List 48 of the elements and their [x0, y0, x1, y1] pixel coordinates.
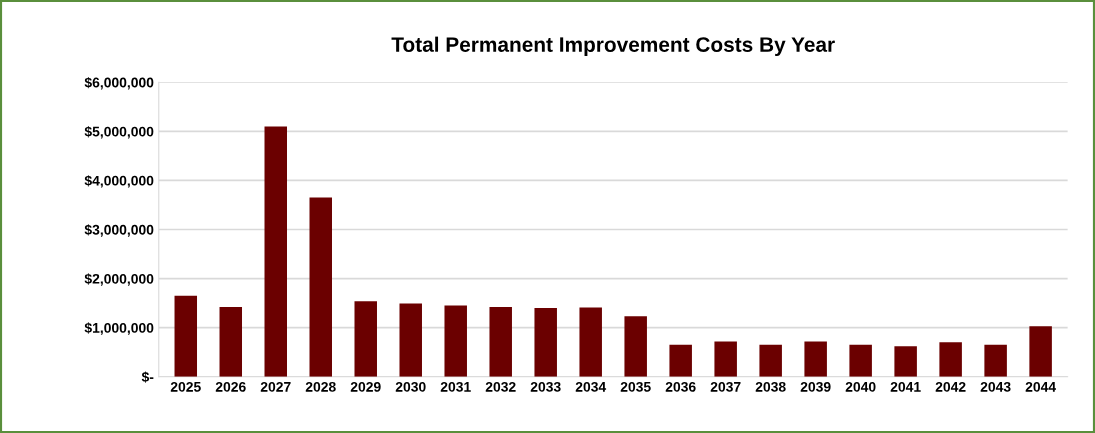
x-tick-label: 2042: [935, 381, 966, 392]
x-tick-label: 2030: [395, 381, 426, 392]
bar: [264, 126, 287, 377]
bar: [849, 344, 872, 377]
y-tick-label: $-: [141, 371, 154, 383]
bar: [939, 342, 962, 377]
x-tick-label: 2032: [485, 381, 516, 392]
bar: [759, 344, 782, 377]
chart-title: Total Permanent Improvement Costs By Year: [391, 36, 835, 57]
bar: [669, 344, 692, 377]
x-tick-label: 2034: [575, 381, 607, 392]
bar: [579, 307, 602, 377]
bar: [354, 301, 377, 377]
x-tick-label: 2038: [755, 381, 786, 392]
bar: [804, 341, 827, 377]
bar: [624, 316, 647, 377]
x-tick-label: 2029: [350, 381, 381, 392]
x-tick-label: 2043: [980, 381, 1011, 392]
x-tick-label: 2025: [170, 381, 201, 392]
x-tick-label: 2039: [800, 381, 831, 392]
bar: [894, 346, 917, 377]
bar: [489, 307, 512, 377]
x-tick-label: 2040: [845, 381, 876, 392]
x-tick-label: 2028: [305, 381, 336, 392]
y-tick-label: $2,000,000: [84, 273, 154, 286]
x-tick-label: 2031: [440, 381, 471, 392]
x-tick-label: 2041: [890, 381, 921, 392]
y-tick-label: $5,000,000: [84, 126, 154, 139]
bar: [534, 308, 557, 377]
bar: [399, 303, 422, 377]
bar: [1029, 326, 1052, 377]
y-tick-label: $3,000,000: [84, 224, 154, 237]
y-tick-label: $6,000,000: [84, 76, 154, 90]
bar: [984, 344, 1007, 377]
x-tick-label: 2035: [620, 381, 651, 392]
x-tick-label: 2036: [665, 381, 696, 392]
bar: [444, 305, 467, 377]
bar: [219, 307, 243, 377]
x-tick-label: 2044: [1025, 381, 1057, 392]
y-tick-label: $4,000,000: [84, 175, 154, 188]
y-tick-label: $1,000,000: [84, 322, 154, 335]
x-tick-label: 2033: [530, 381, 561, 392]
bar: [714, 341, 737, 377]
bar: [309, 197, 332, 377]
bar: [174, 295, 198, 377]
x-tick-label: 2037: [710, 381, 741, 392]
x-tick-label: 2027: [260, 381, 291, 392]
x-tick-label: 2026: [215, 381, 246, 392]
